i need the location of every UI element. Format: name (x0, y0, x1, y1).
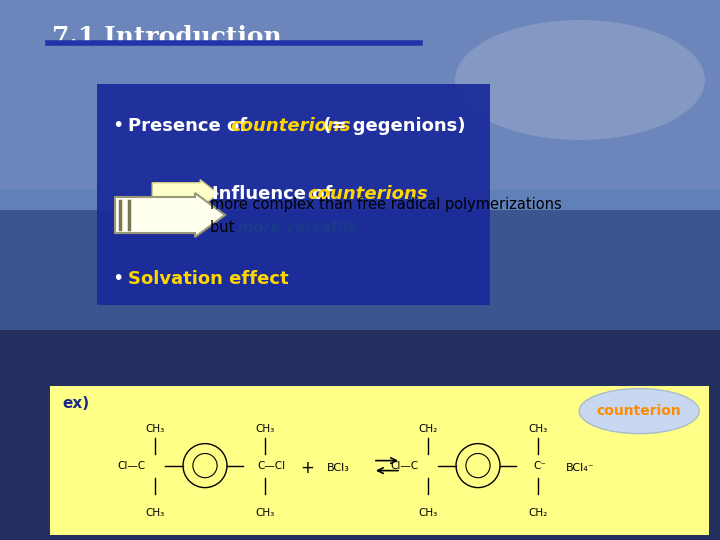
Bar (0, 330, 720, 540)
Text: Solvation effect: Solvation effect (128, 269, 289, 288)
Text: counterion: counterion (597, 404, 682, 418)
Text: CH₃: CH₃ (145, 508, 165, 518)
FancyArrow shape (115, 193, 225, 237)
Text: +: + (300, 458, 314, 477)
Text: but: but (210, 219, 239, 234)
Text: Presence of: Presence of (128, 117, 253, 134)
Ellipse shape (455, 20, 705, 140)
Text: CH₃: CH₃ (256, 508, 274, 518)
Bar (50, 386, 709, 535)
Text: counterions: counterions (230, 117, 351, 134)
Text: •: • (112, 116, 124, 135)
Text: Cl—C: Cl—C (390, 461, 418, 470)
Text: Influence of: Influence of (212, 185, 339, 202)
Bar (0, 0, 720, 270)
Text: CH₃: CH₃ (528, 423, 548, 434)
Ellipse shape (579, 389, 699, 434)
FancyArrow shape (152, 180, 218, 208)
Text: C—Cl: C—Cl (257, 461, 285, 470)
Text: ex): ex) (63, 396, 89, 411)
Bar (97, 84, 490, 305)
Text: counterions: counterions (307, 185, 428, 202)
Text: CH₃: CH₃ (256, 423, 274, 434)
Text: Cl—C: Cl—C (117, 461, 145, 470)
Text: CH₃: CH₃ (145, 423, 165, 434)
Text: BCl₄⁻: BCl₄⁻ (566, 463, 595, 472)
Text: more complex than free radical polymerizations: more complex than free radical polymeriz… (210, 198, 562, 213)
Text: 7.1 Introduction: 7.1 Introduction (52, 25, 282, 49)
Text: more versatile: more versatile (238, 219, 358, 234)
Text: CH₂: CH₂ (528, 508, 548, 518)
Bar (0, 210, 720, 370)
Text: CH₃: CH₃ (418, 508, 438, 518)
Text: (= gegenions): (= gegenions) (318, 117, 466, 134)
Bar (0, 0, 720, 190)
Text: CH₂: CH₂ (418, 423, 438, 434)
Text: •: • (112, 269, 124, 288)
Text: BCl₃: BCl₃ (327, 463, 350, 472)
Text: C⁻: C⁻ (533, 461, 546, 470)
